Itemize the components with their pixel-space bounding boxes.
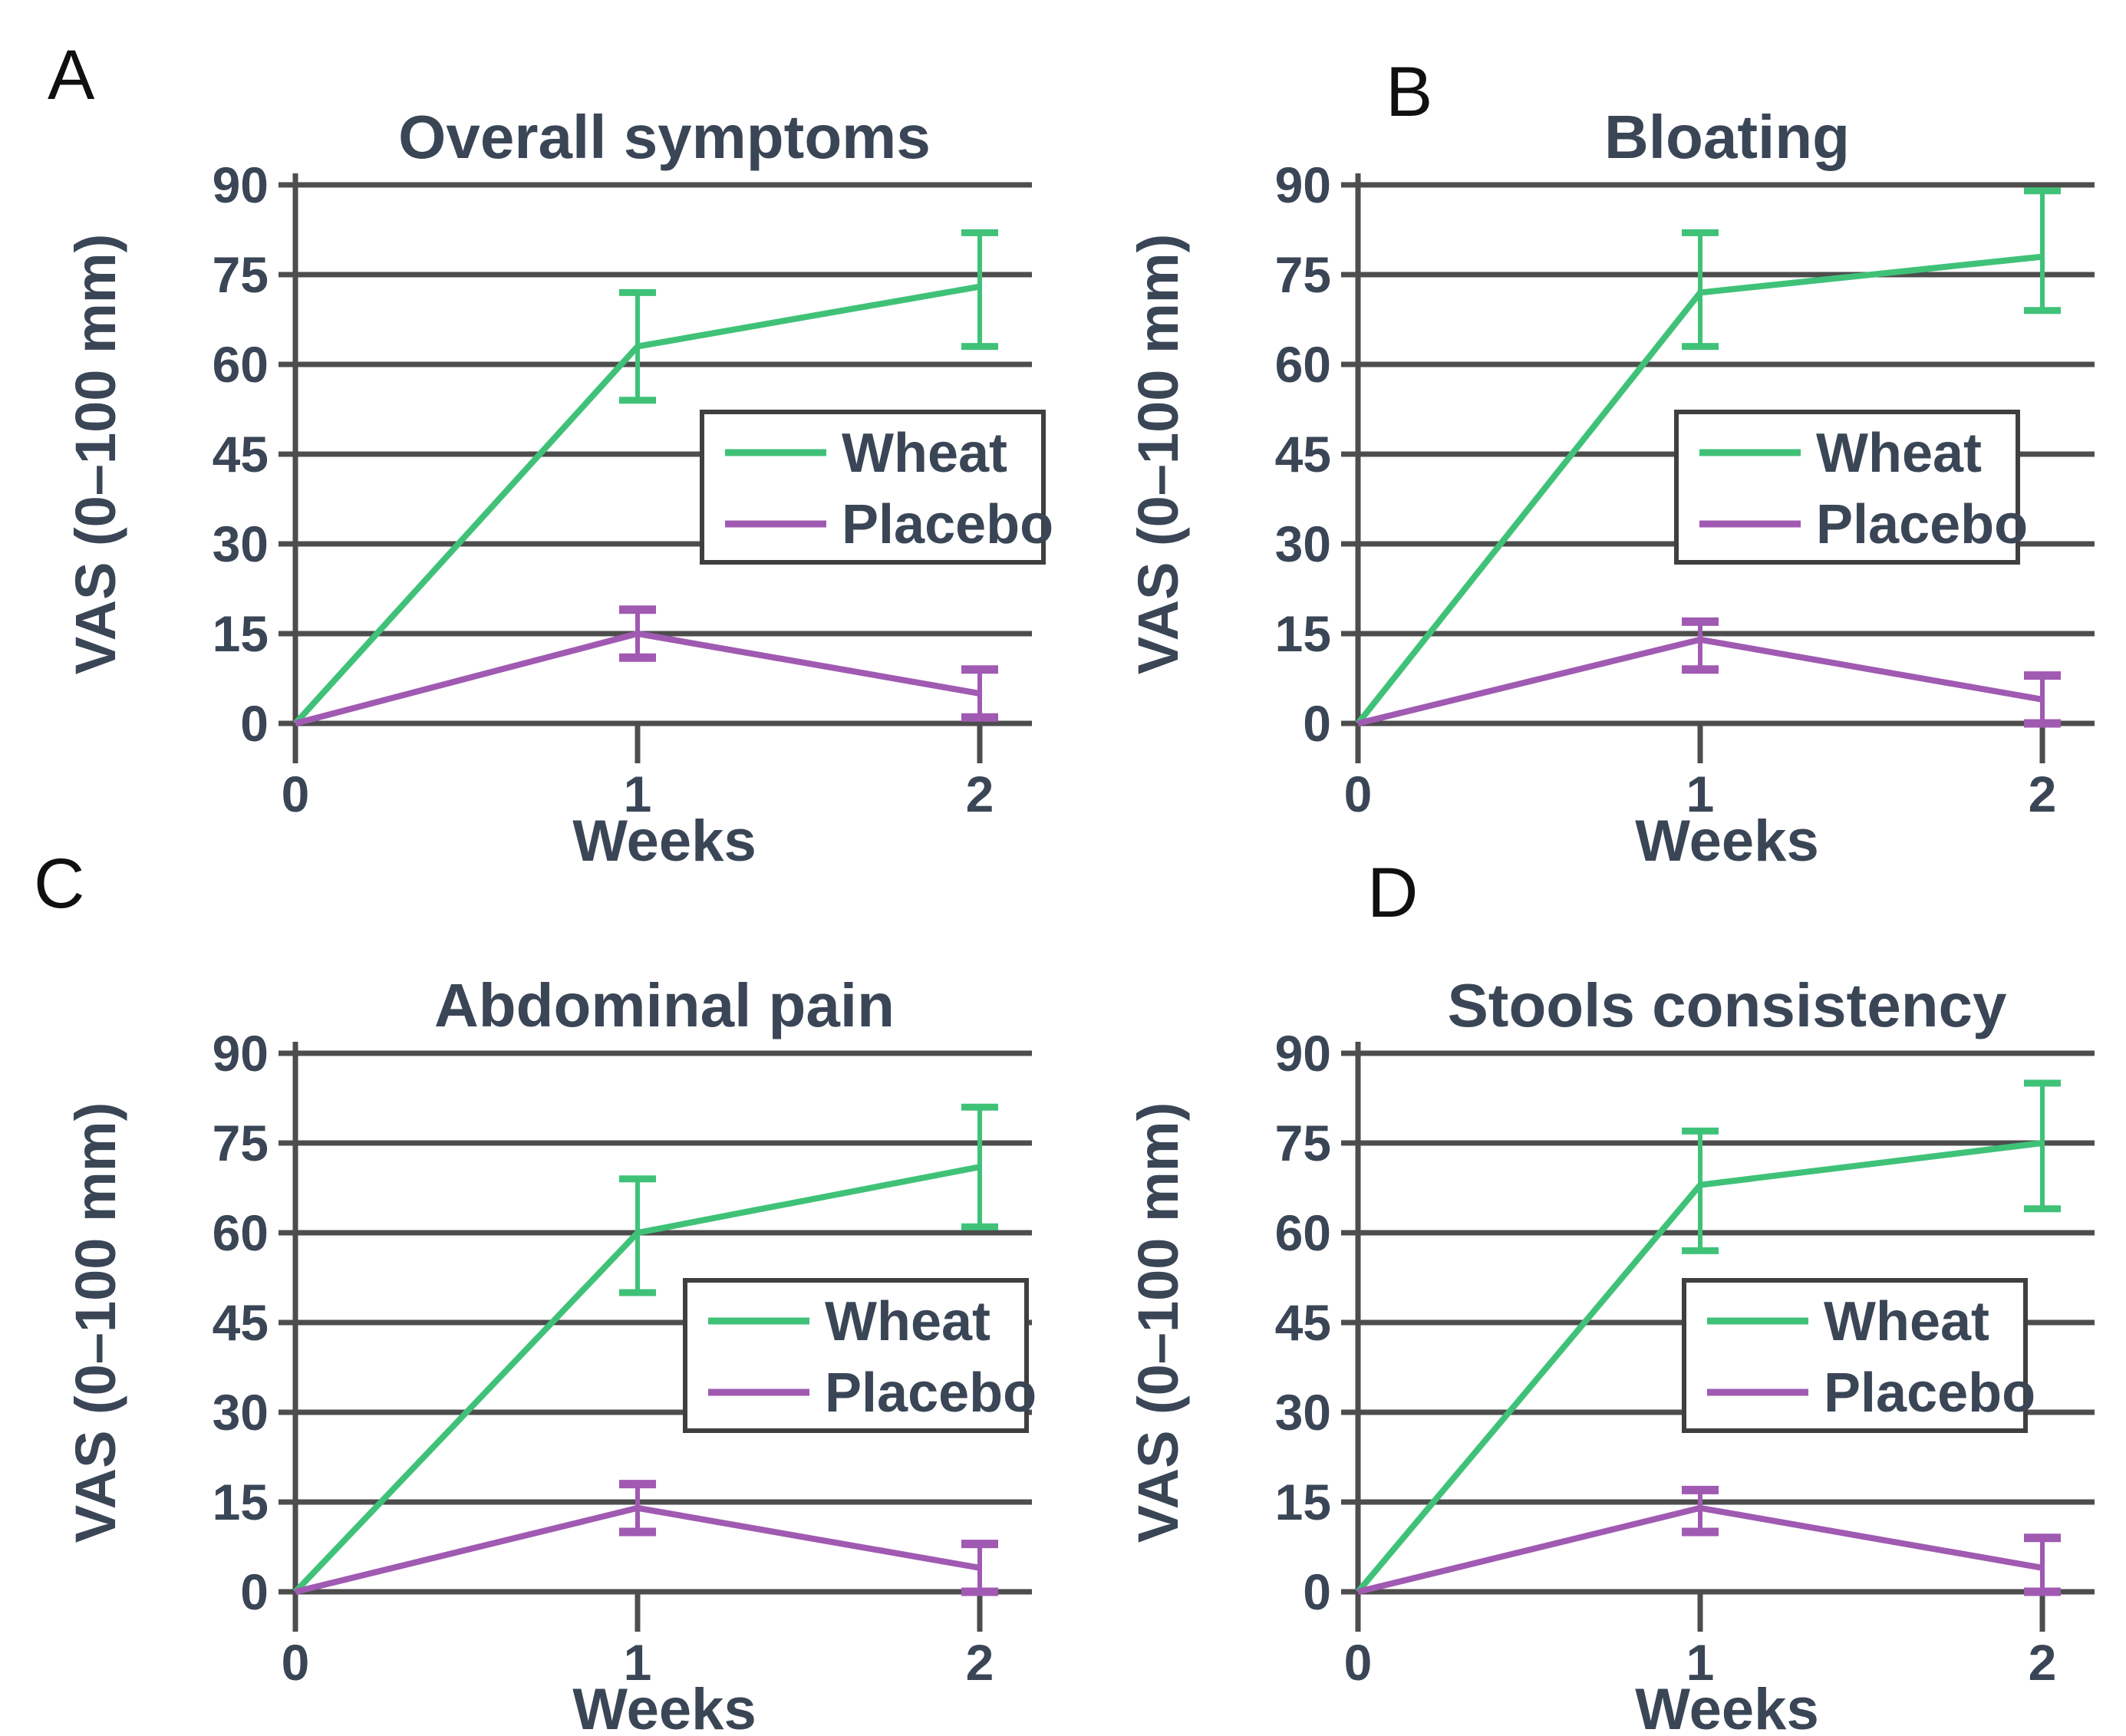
placebo-error-bar-week2 — [2024, 1533, 2061, 1596]
legend-box — [1674, 410, 2020, 565]
y-axis-label: VAS (0–100 mm) — [64, 1102, 127, 1543]
panel-letter-c: C — [34, 845, 85, 923]
x-tick-label-2: 2 — [2029, 1634, 2057, 1691]
wheat-error-bar-week2 — [2024, 187, 2061, 315]
legend-label-wheat: Wheat — [842, 423, 1007, 484]
y-tick-label-0: 0 — [240, 695, 269, 752]
chart-title: Stools consistency — [1447, 971, 2007, 1039]
chart-bloating: Bloating VAS (0–100 mm) Weeks 0 15 30 45 60 75 90… — [1126, 103, 2095, 868]
y-tick-label-75: 75 — [1275, 1115, 1331, 1171]
y-tick-label-60: 60 — [1275, 1204, 1331, 1261]
panel-abdominal-pain: Abdominal pain VAS (0–100 mm) Weeks 0 15 30 45… — [0, 868, 1063, 1736]
x-tick-label-0: 0 — [282, 1634, 310, 1691]
y-axis-label: VAS (0–100 mm) — [64, 234, 127, 674]
chart-title: Bloating — [1604, 103, 1850, 171]
placebo-error-bar-week1 — [619, 1480, 656, 1537]
chart-title: Overall symptoms — [398, 103, 931, 171]
x-tick-label-1: 1 — [624, 1634, 652, 1691]
y-tick-label-90: 90 — [1275, 1025, 1331, 1082]
y-tick-label-90: 90 — [1275, 156, 1331, 213]
panel-letter-b: B — [1386, 53, 1433, 131]
y-tick-label-30: 30 — [1275, 516, 1331, 572]
panel-letter-d: D — [1367, 854, 1419, 932]
x-tick-label-1: 1 — [1686, 766, 1715, 822]
placebo-error-bar-week2 — [961, 665, 998, 722]
y-tick-label-0: 0 — [240, 1563, 269, 1620]
legend-label-placebo: Placebo — [1816, 494, 2028, 555]
panel-overall-symptoms: Overall symptoms VAS (0–100 mm) Weeks 0 15 30… — [0, 0, 1063, 868]
legend-box — [700, 410, 1046, 565]
y-tick-label-45: 45 — [213, 426, 269, 483]
x-axis-label: Weeks — [1635, 1677, 1818, 1736]
x-tick-label-1: 1 — [1686, 1634, 1715, 1691]
y-tick-label-15: 15 — [1275, 1474, 1331, 1530]
chart-title: Abdominal pain — [434, 971, 895, 1039]
wheat-error-bar-week2 — [2024, 1079, 2061, 1213]
x-axis-label: Weeks — [572, 1677, 756, 1736]
y-axis-label: VAS (0–100 mm) — [1126, 1102, 1190, 1543]
legend-label-wheat: Wheat — [1824, 1291, 1989, 1352]
legend-box — [1682, 1278, 2028, 1433]
wheat-error-bar-week1 — [619, 1175, 656, 1296]
y-tick-label-75: 75 — [213, 246, 269, 303]
panel-bloating: Bloating VAS (0–100 mm) Weeks 0 15 30 45 60 75 90… — [1063, 0, 2125, 868]
x-tick-label-0: 0 — [1344, 1634, 1373, 1691]
y-tick-label-15: 15 — [1275, 605, 1331, 662]
wheat-error-bar-week1 — [1682, 229, 1719, 351]
y-tick-label-15: 15 — [213, 1474, 269, 1530]
y-tick-label-30: 30 — [213, 1384, 269, 1441]
y-tick-label-30: 30 — [1275, 1384, 1331, 1441]
chart-overall-symptoms: Overall symptoms VAS (0–100 mm) Weeks 0 15 30… — [64, 103, 1053, 868]
y-tick-label-60: 60 — [1275, 336, 1331, 393]
wheat-error-bar-week1 — [619, 288, 656, 404]
x-tick-label-2: 2 — [966, 1634, 994, 1691]
y-tick-label-45: 45 — [1275, 1294, 1331, 1351]
placebo-error-bar-week1 — [1682, 617, 1719, 674]
panel-stools-consistency: Stools consistency VAS (0–100 mm) Weeks 0 15… — [1063, 868, 2125, 1736]
y-tick-label-75: 75 — [213, 1115, 269, 1171]
placebo-error-bar-week2 — [2024, 671, 2061, 728]
chart-stools-consistency: Stools consistency VAS (0–100 mm) Weeks 0 15… — [1126, 971, 2095, 1736]
y-tick-label-0: 0 — [1303, 1563, 1331, 1620]
placebo-error-bar-week1 — [619, 605, 656, 662]
y-tick-label-75: 75 — [1275, 246, 1331, 303]
y-tick-label-15: 15 — [213, 605, 269, 662]
y-axis-label: VAS (0–100 mm) — [1126, 234, 1190, 674]
legend-label-wheat: Wheat — [825, 1291, 990, 1352]
y-tick-label-0: 0 — [1303, 695, 1331, 752]
y-tick-label-45: 45 — [1275, 426, 1331, 483]
x-tick-label-0: 0 — [282, 766, 310, 822]
wheat-error-bar-week2 — [961, 1103, 998, 1230]
x-tick-label-1: 1 — [624, 766, 652, 822]
x-tick-label-2: 2 — [966, 766, 994, 822]
y-tick-label-90: 90 — [213, 1025, 269, 1082]
chart-abdominal-pain: Abdominal pain VAS (0–100 mm) Weeks 0 15 30 45… — [64, 971, 1037, 1736]
legend-label-wheat: Wheat — [1816, 423, 1982, 484]
wheat-error-bar-week2 — [961, 229, 998, 351]
placebo-error-bar-week2 — [961, 1540, 998, 1596]
x-tick-label-0: 0 — [1344, 766, 1373, 822]
panel-letter-a: A — [48, 36, 95, 114]
x-axis-label: Weeks — [572, 809, 756, 868]
y-tick-label-90: 90 — [213, 156, 269, 213]
y-tick-label-60: 60 — [213, 1204, 269, 1261]
x-axis-label: Weeks — [1635, 809, 1818, 868]
legend-label-placebo: Placebo — [1824, 1362, 2035, 1424]
legend-box — [683, 1278, 1029, 1433]
legend-label-placebo: Placebo — [825, 1362, 1037, 1424]
placebo-error-bar-week1 — [1682, 1485, 1719, 1537]
y-tick-label-60: 60 — [213, 336, 269, 393]
y-tick-label-45: 45 — [213, 1294, 269, 1351]
y-tick-label-30: 30 — [213, 516, 269, 572]
wheat-error-bar-week1 — [1682, 1127, 1719, 1254]
x-tick-label-2: 2 — [2029, 766, 2057, 822]
legend-label-placebo: Placebo — [842, 494, 1053, 555]
